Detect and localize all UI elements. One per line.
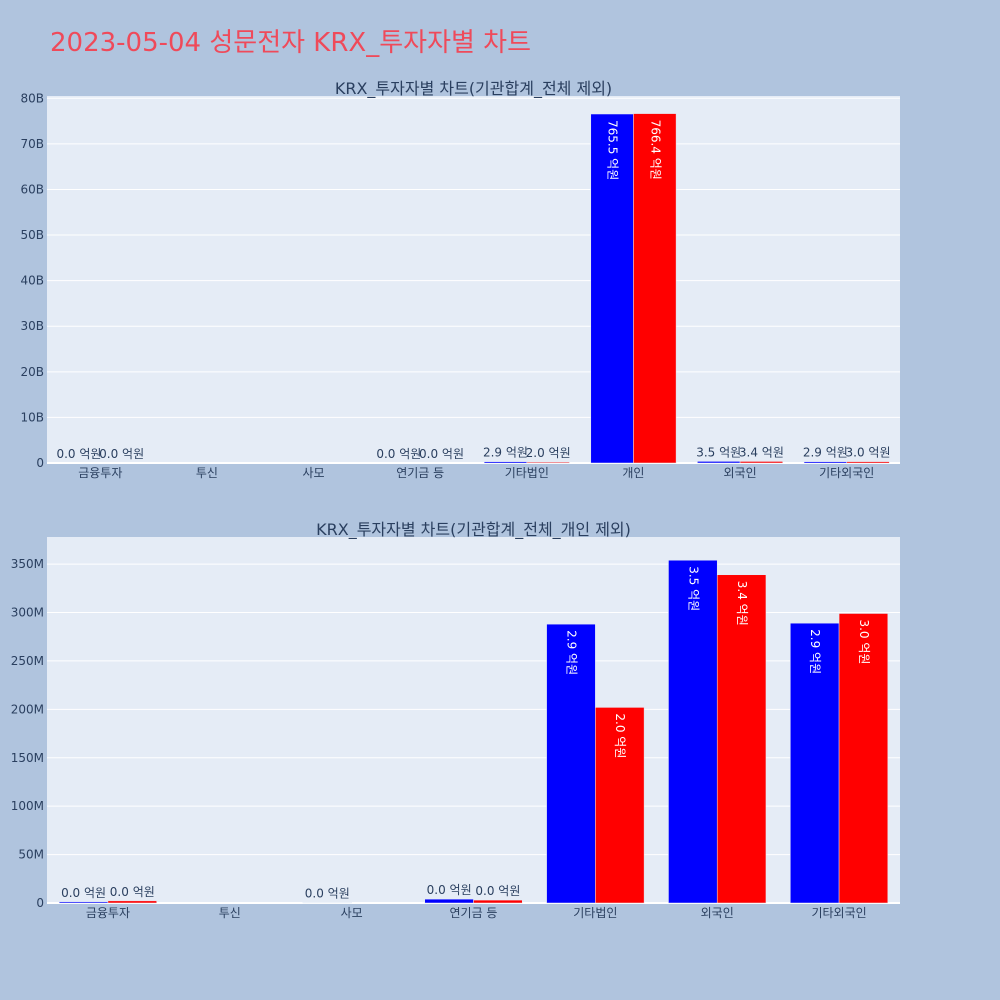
y-tick-label: 10B — [20, 410, 44, 424]
bar — [595, 707, 645, 904]
bar-data-label: 0.0 억원 — [56, 447, 101, 461]
x-tick-label: 개인 — [622, 466, 644, 480]
bar-data-label: 0.0 억원 — [427, 883, 472, 897]
x-tick-label: 금융투자 — [78, 466, 122, 480]
y-tick-label: 70B — [20, 137, 44, 151]
chart-title: KRX_투자자별 차트(기관합계_전체 제외) — [335, 79, 612, 99]
bar — [668, 559, 718, 904]
x-tick-label: 기타법인 — [573, 906, 617, 920]
bar-data-label: 2.9 억원 — [564, 630, 578, 675]
bar-data-label: 0.0 억원 — [110, 885, 155, 899]
bar — [590, 113, 634, 464]
bar — [58, 901, 109, 904]
bar-data-label: 2.9 억원 — [808, 629, 822, 674]
y-tick-label: 30B — [20, 319, 44, 333]
y-tick-label: 200M — [11, 702, 44, 716]
x-tick-label: 기타외국인 — [811, 906, 866, 920]
chart-1: 0 10B 20B 30B 40B 50B 60B 70B 80B KRX_투자자별 차트(기관합… — [20, 79, 900, 480]
y-tick-label: 100M — [11, 799, 44, 813]
x-tick-label: 외국인 — [724, 466, 757, 480]
bar-data-label: 2.0 억원 — [526, 446, 571, 460]
plot-area — [47, 537, 900, 903]
x-tick-label: 연기금 등 — [450, 906, 498, 920]
page-title: 2023-05-04 성문전자 KRX_투자자별 차트 — [50, 28, 532, 58]
bar — [633, 113, 677, 464]
chart-2: 0 50M 100M 150M 200M 250M 300M 350M KRX_투자자별 차트(… — [11, 520, 900, 920]
bar-data-label: 3.4 억원 — [735, 581, 749, 626]
x-tick-label: 투신 — [219, 906, 241, 920]
bar-data-label: 766.4 억원 — [648, 120, 662, 180]
y-tick-label: 50M — [18, 848, 44, 862]
bar — [846, 461, 890, 464]
bar-data-label: 3.0 억원 — [857, 619, 871, 664]
plot-area — [47, 96, 900, 463]
bar — [697, 461, 741, 464]
x-tick-label: 연기금 등 — [396, 466, 444, 480]
bar — [473, 899, 523, 904]
bar-data-label: 0.0 억원 — [419, 447, 464, 461]
bar — [790, 622, 840, 904]
x-tick-label: 기타법인 — [505, 466, 549, 480]
y-tick-label: 60B — [20, 182, 44, 196]
y-tick-label: 350M — [11, 557, 44, 571]
bar — [739, 461, 783, 464]
bar-data-label: 0.0 억원 — [475, 884, 520, 898]
x-tick-label: 금융투자 — [86, 906, 130, 920]
y-tick-label: 150M — [11, 751, 44, 765]
y-tick-label: 300M — [11, 606, 44, 620]
chart-title: KRX_투자자별 차트(기관합계_전체_개인 제외) — [316, 520, 631, 540]
bar — [838, 613, 889, 904]
y-tick-label: 0 — [36, 896, 44, 910]
x-tick-label: 사모 — [341, 906, 363, 920]
bar — [546, 623, 596, 904]
y-tick-label: 40B — [20, 274, 44, 288]
bar — [526, 461, 570, 464]
bar-data-label: 765.5 억원 — [606, 120, 620, 180]
bar — [424, 898, 474, 904]
y-tick-label: 50B — [20, 228, 44, 242]
bar — [107, 900, 157, 904]
bar-data-label: 2.0 억원 — [613, 713, 627, 758]
bar-data-label: 0.0 억원 — [99, 447, 144, 461]
bar-data-label: 0.0 억원 — [61, 886, 106, 900]
bar-data-label: 3.5 억원 — [686, 566, 700, 611]
bar-data-label: 0.0 억원 — [305, 887, 350, 901]
bar — [483, 461, 528, 464]
y-tick-label: 250M — [11, 654, 44, 668]
x-tick-label: 투신 — [196, 466, 218, 480]
x-tick-label: 사모 — [303, 466, 325, 480]
bar — [803, 461, 847, 464]
x-tick-label: 기타외국인 — [819, 466, 874, 480]
y-tick-label: 0 — [36, 456, 44, 470]
bar-data-label: 2.9 억원 — [483, 446, 528, 460]
x-tick-label: 외국인 — [701, 906, 734, 920]
bar — [716, 574, 767, 904]
bar-data-label: 2.9 억원 — [803, 446, 848, 460]
bar-data-label: 3.4 억원 — [739, 445, 784, 459]
bar-data-label: 3.0 억원 — [846, 446, 891, 460]
y-tick-label: 20B — [20, 365, 44, 379]
bar-data-label: 0.0 억원 — [376, 447, 421, 461]
bar-data-label: 3.5 억원 — [696, 445, 741, 459]
y-tick-label: 80B — [20, 91, 44, 105]
